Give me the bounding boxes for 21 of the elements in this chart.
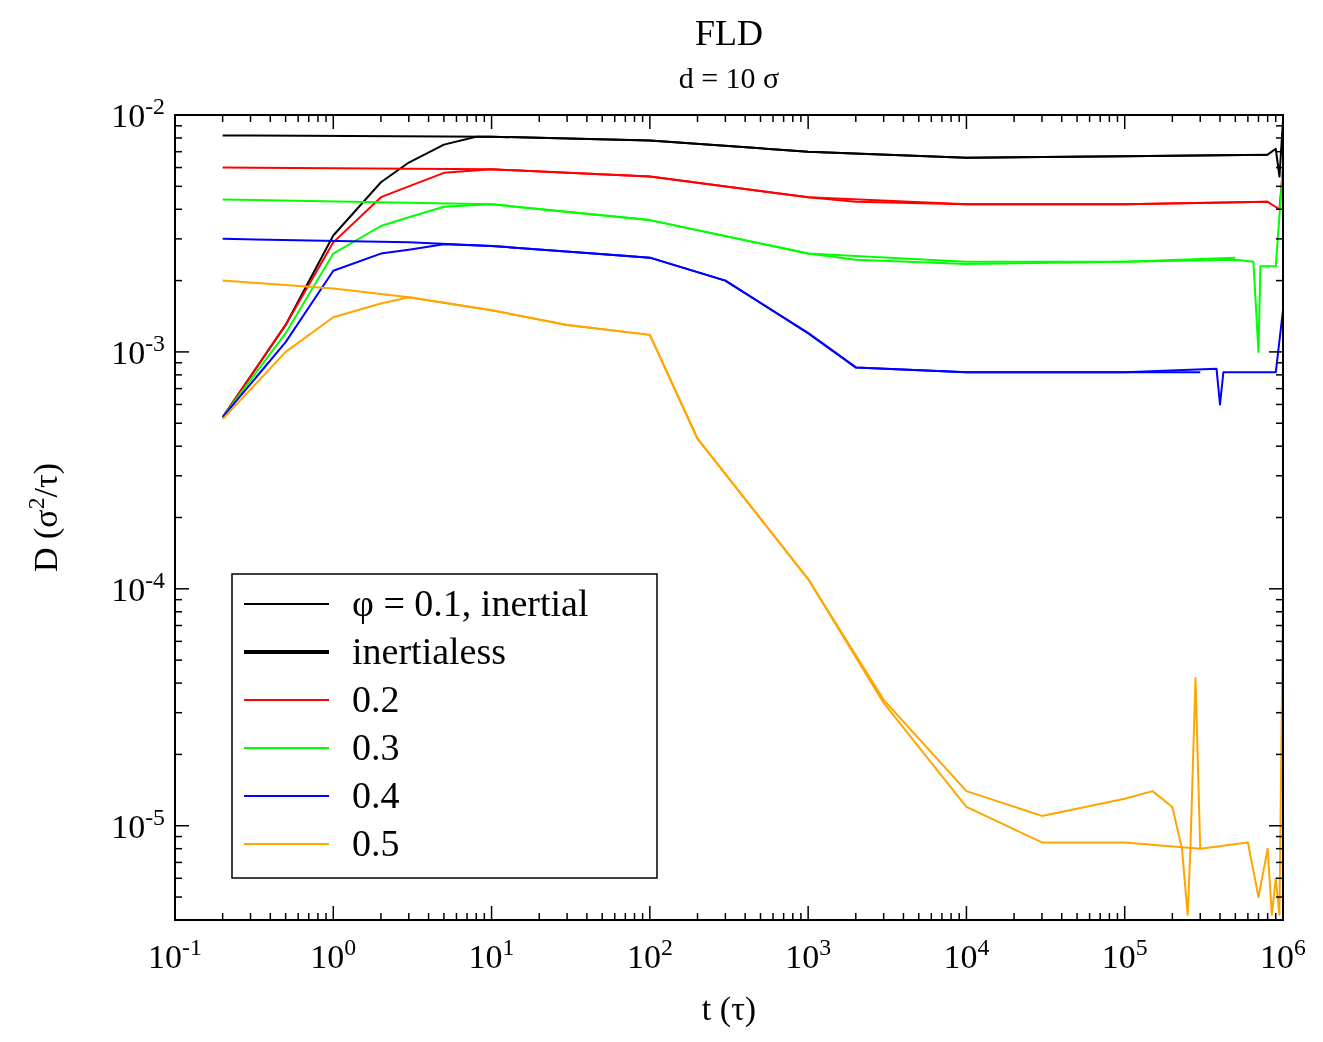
chart-subtitle: d = 10 σ <box>678 61 780 94</box>
x-tick-label: 10$^{4}$ <box>943 934 990 975</box>
x-tick-label: 10$^{-1}$ <box>148 934 202 975</box>
legend-label: 0.4 <box>352 774 400 816</box>
legend-label: inertialess <box>352 630 507 672</box>
legend-label: φ = 0.1, inertial <box>352 582 589 624</box>
chart-title: FLD <box>694 13 764 53</box>
legend-label: 0.5 <box>352 822 400 864</box>
x-tick-label: 10$^{2}$ <box>626 934 673 975</box>
y-tick-label: 10$^{-4}$ <box>111 566 166 608</box>
x-axis-title: t (τ) <box>701 990 757 1028</box>
y-tick-label: 10$^{-5}$ <box>111 803 165 845</box>
x-tick-label: 10$^{3}$ <box>785 934 832 975</box>
y-tick-label: 10$^{-3}$ <box>111 329 165 371</box>
x-tick-label: 10$^{6}$ <box>1260 934 1307 975</box>
x-tick-label: 10$^{5}$ <box>1101 934 1148 975</box>
y-tick-label: 10$^{-2}$ <box>111 93 165 134</box>
legend-label: 0.2 <box>352 678 400 720</box>
x-tick-label: 10$^{1}$ <box>468 934 515 975</box>
legend-label: 0.3 <box>352 726 400 768</box>
x-tick-label: 10$^{0}$ <box>310 934 357 975</box>
